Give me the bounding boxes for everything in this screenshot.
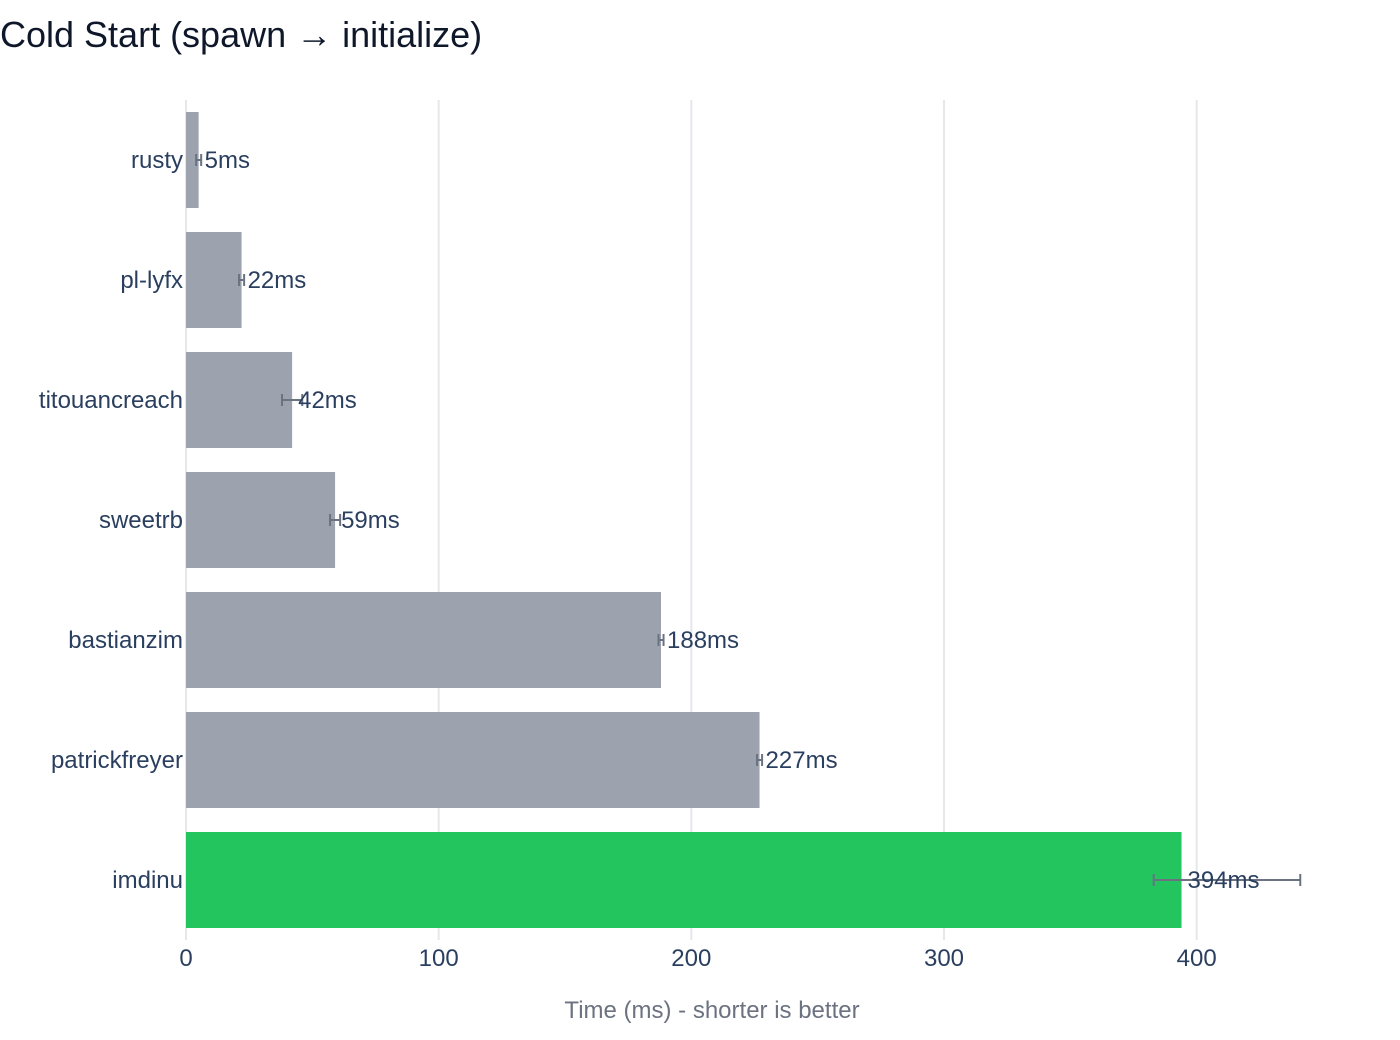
- labels-layer: rusty 5ms pl-lyfx 22ms titouancreach 42ms swee…: [39, 147, 1260, 894]
- x-tick-label: 200: [671, 945, 711, 972]
- category-label: patrickfreyer: [51, 747, 183, 774]
- bar-rusty: [186, 112, 199, 208]
- bar-sweetrb: [186, 472, 336, 568]
- bar-bastianzim: [186, 592, 662, 688]
- x-tick-label: 300: [924, 945, 964, 972]
- category-label: imdinu: [112, 867, 183, 894]
- x-tick-label: 400: [1177, 945, 1217, 972]
- bar-patrickfreyer: [186, 712, 760, 808]
- bars-layer: [186, 112, 1182, 928]
- x-tick-label: 0: [179, 945, 192, 972]
- data-label: 188ms: [667, 627, 739, 654]
- bar-titouancreach: [186, 352, 293, 448]
- category-label: rusty: [131, 147, 183, 174]
- bar-imdinu: [186, 832, 1182, 928]
- category-label: bastianzim: [68, 627, 183, 654]
- x-tick-label: 100: [419, 945, 459, 972]
- category-label: sweetrb: [99, 507, 183, 534]
- x-axis-title: Time (ms) - shorter is better: [564, 997, 859, 1024]
- category-label: titouancreach: [39, 387, 183, 414]
- chart-title: Cold Start (spawn → initialize): [0, 14, 483, 55]
- error-bars-layer: [195, 154, 1302, 886]
- category-label: pl-lyfx: [120, 267, 183, 294]
- data-label: 5ms: [205, 147, 250, 174]
- data-label: 59ms: [341, 507, 400, 534]
- data-label: 22ms: [248, 267, 307, 294]
- x-axis-ticks: 0 100 200 300 400: [179, 945, 1216, 972]
- data-label: 42ms: [298, 387, 357, 414]
- data-label: 227ms: [766, 747, 838, 774]
- bar-pl-lyfx: [186, 232, 242, 328]
- data-label: 394ms: [1188, 867, 1260, 894]
